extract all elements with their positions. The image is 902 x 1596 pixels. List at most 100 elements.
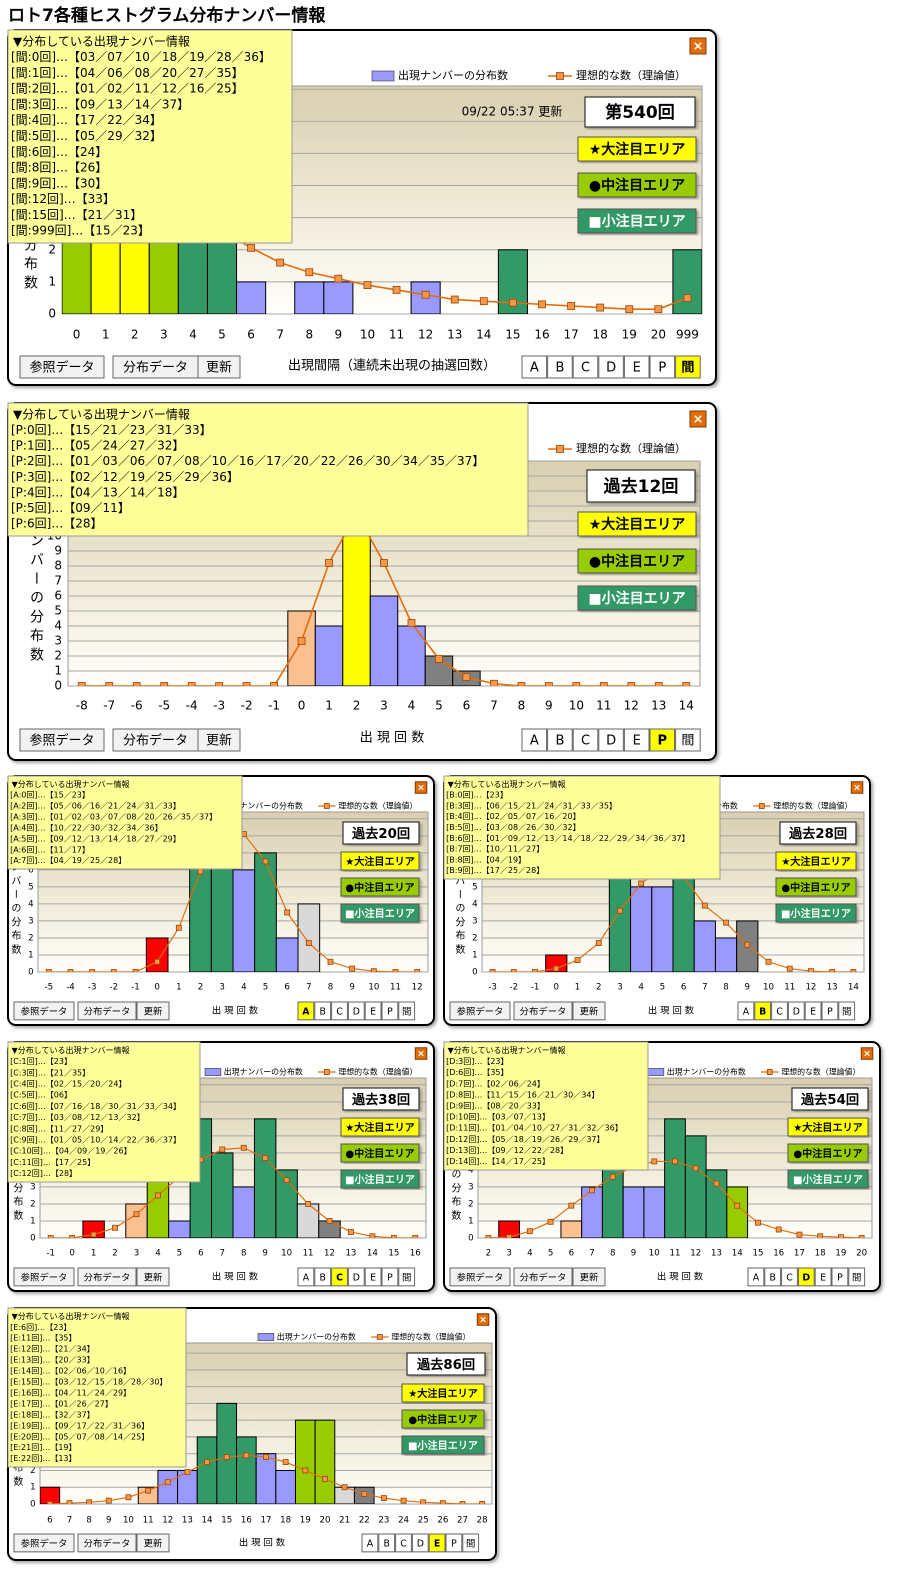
tab-button[interactable]: [649, 355, 676, 379]
tab-button[interactable]: [781, 1267, 798, 1287]
tab-button[interactable]: [378, 1533, 396, 1553]
control-button[interactable]: [19, 355, 105, 379]
tab-label[interactable]: P: [387, 1006, 393, 1017]
tab-label[interactable]: B: [769, 1272, 775, 1283]
tab-button[interactable]: [395, 1533, 412, 1553]
tab-button[interactable]: [364, 1267, 382, 1287]
tab-button[interactable]: [364, 1001, 382, 1021]
button-label[interactable]: 参照データ: [21, 1271, 68, 1283]
control-button[interactable]: [197, 728, 241, 752]
tab-label[interactable]: D: [793, 1006, 800, 1017]
tab-button[interactable]: [572, 355, 599, 379]
control-button[interactable]: [13, 1001, 75, 1021]
tab-label[interactable]: A: [530, 734, 539, 749]
tab-button[interactable]: [314, 1267, 332, 1287]
tab-button[interactable]: [411, 1533, 429, 1553]
control-button[interactable]: [572, 1267, 606, 1287]
control-button[interactable]: [13, 1267, 75, 1287]
button-label[interactable]: 参照データ: [21, 1537, 68, 1549]
tab-button[interactable]: [821, 1001, 839, 1021]
close-icon[interactable]: [854, 784, 860, 791]
tab-button[interactable]: [381, 1267, 399, 1287]
tab-button[interactable]: [649, 728, 676, 752]
tab-button[interactable]: [398, 1267, 416, 1287]
tab-label[interactable]: P: [658, 361, 666, 376]
tab-label[interactable]: E: [633, 734, 641, 749]
tab-label[interactable]: P: [451, 1538, 457, 1549]
control-button[interactable]: [77, 1533, 137, 1553]
control-button[interactable]: [197, 355, 241, 379]
tab-label[interactable]: D: [353, 1272, 360, 1283]
tab-button[interactable]: [445, 1533, 463, 1553]
close-icon[interactable]: [480, 1316, 486, 1323]
tab-label[interactable]: B: [383, 1538, 389, 1549]
tab-label[interactable]: 間: [681, 361, 694, 376]
control-button[interactable]: [19, 728, 105, 752]
tab-label[interactable]: 間: [852, 1272, 861, 1283]
tab-button[interactable]: [754, 1001, 772, 1021]
tab-label[interactable]: P: [658, 734, 668, 749]
tab-label[interactable]: C: [581, 734, 590, 749]
tab-button[interactable]: [547, 355, 573, 379]
control-button[interactable]: [13, 1533, 75, 1553]
tab-label[interactable]: B: [759, 1006, 766, 1017]
tab-button[interactable]: [398, 1001, 416, 1021]
tab-label[interactable]: P: [837, 1272, 843, 1283]
tab-button[interactable]: [675, 355, 701, 379]
control-button[interactable]: [136, 1533, 170, 1553]
tab-label[interactable]: D: [353, 1006, 360, 1017]
tab-button[interactable]: [623, 355, 650, 379]
tab-button[interactable]: [347, 1001, 365, 1021]
tab-button[interactable]: [361, 1533, 379, 1553]
tab-label[interactable]: E: [820, 1272, 826, 1283]
button-label[interactable]: 更新: [144, 1537, 163, 1549]
tab-label[interactable]: E: [434, 1538, 440, 1549]
tab-label[interactable]: C: [336, 1272, 343, 1283]
button-label[interactable]: 参照データ: [457, 1005, 504, 1017]
tab-button[interactable]: [331, 1001, 348, 1021]
button-label[interactable]: 更新: [206, 360, 232, 376]
tab-label[interactable]: A: [367, 1538, 374, 1549]
control-button[interactable]: [77, 1267, 137, 1287]
tab-button[interactable]: [814, 1267, 832, 1287]
tab-label[interactable]: C: [400, 1538, 407, 1549]
tab-label[interactable]: E: [810, 1006, 816, 1017]
tab-label[interactable]: 間: [681, 734, 694, 749]
close-icon[interactable]: [418, 784, 424, 791]
button-label[interactable]: 参照データ: [29, 733, 94, 749]
button-label[interactable]: 参照データ: [29, 360, 94, 376]
tab-button[interactable]: [547, 728, 573, 752]
tab-button[interactable]: [771, 1001, 788, 1021]
button-label[interactable]: 更新: [144, 1005, 163, 1017]
control-button[interactable]: [136, 1001, 170, 1021]
button-label[interactable]: 分布データ: [123, 360, 188, 376]
tab-button[interactable]: [598, 728, 624, 752]
tab-label[interactable]: A: [530, 361, 539, 376]
tab-button[interactable]: [428, 1533, 446, 1553]
tab-label[interactable]: A: [753, 1272, 760, 1283]
tab-button[interactable]: [331, 1267, 348, 1287]
button-label[interactable]: 参照データ: [457, 1271, 504, 1283]
button-label[interactable]: 分布データ: [520, 1005, 567, 1017]
button-label[interactable]: 分布データ: [84, 1537, 131, 1549]
control-button[interactable]: [513, 1267, 573, 1287]
button-label[interactable]: 更新: [580, 1005, 599, 1017]
tab-button[interactable]: [838, 1001, 856, 1021]
tab-button[interactable]: [462, 1533, 480, 1553]
tab-label[interactable]: A: [743, 1006, 750, 1017]
tab-label[interactable]: E: [370, 1272, 376, 1283]
tab-label[interactable]: 間: [402, 1006, 411, 1017]
control-button[interactable]: [513, 1001, 573, 1021]
tab-button[interactable]: [787, 1001, 805, 1021]
button-label[interactable]: 参照データ: [21, 1005, 68, 1017]
button-label[interactable]: 更新: [580, 1271, 599, 1283]
tab-button[interactable]: [848, 1267, 866, 1287]
button-label[interactable]: 分布データ: [84, 1271, 131, 1283]
control-button[interactable]: [572, 1001, 606, 1021]
button-label[interactable]: 更新: [144, 1271, 163, 1283]
tab-button[interactable]: [381, 1001, 399, 1021]
tab-button[interactable]: [747, 1267, 765, 1287]
tab-button[interactable]: [297, 1001, 315, 1021]
tab-label[interactable]: D: [417, 1538, 424, 1549]
close-icon[interactable]: [864, 1050, 870, 1057]
